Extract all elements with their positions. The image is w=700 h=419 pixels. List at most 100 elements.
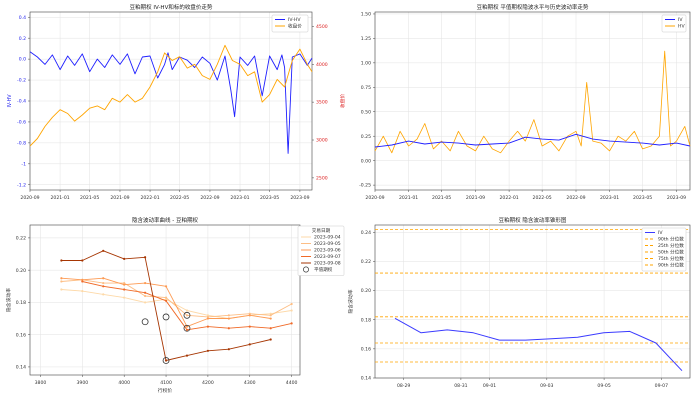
smile-point [60, 259, 63, 262]
smile-point [185, 314, 189, 317]
x-tick-label: 4100 [160, 380, 172, 386]
x-tick-label: 09-01 [483, 383, 496, 389]
legend-swatch [303, 266, 309, 273]
smile-point [164, 359, 168, 362]
y-tick-label: -1 [21, 161, 26, 167]
x-tick-label: 2021-01 [50, 195, 69, 201]
y-axis-label: 隐含波动率 [5, 288, 12, 312]
smile-line-2023-09-05 [61, 279, 292, 318]
legend-entry: 90th 分位数 [658, 236, 684, 243]
smile-point [144, 291, 147, 294]
y2-tick-label: 4000 [316, 62, 328, 68]
smile-point [206, 349, 210, 352]
x-tick-label: 3800 [35, 380, 47, 386]
atm-marker [183, 324, 191, 332]
y-tick-label: 1.00 [361, 60, 371, 66]
y-axis-label: 隐含波动率 [347, 289, 354, 313]
x-tick-label: 2022-01 [140, 195, 159, 201]
smile-point [102, 285, 105, 288]
x-tick-label: 2023-09 [290, 195, 309, 201]
smile-point [185, 309, 189, 312]
smile-point [144, 301, 147, 304]
x-tick-label: 4300 [244, 380, 256, 386]
chart-title-0: 豆粕期权 IV-HV和标的收盘价走势 [130, 3, 213, 11]
smile-point [248, 325, 251, 328]
x-tick-label: 08-31 [454, 383, 467, 389]
smile-point [81, 290, 84, 293]
x-tick-label: 2023-05 [260, 195, 279, 201]
smile-point [269, 327, 272, 330]
smile-point [81, 280, 84, 283]
y2-tick-label: 2500 [316, 175, 328, 181]
y-tick-label: 0.0 [19, 57, 26, 63]
x-tick-label: 2022-05 [533, 195, 552, 201]
series-line-iv [394, 317, 683, 372]
y-tick-label: 0.16 [16, 332, 26, 338]
y-tick-label: 0.24 [361, 230, 371, 236]
smile-point [102, 293, 105, 296]
legend-entry: 2023-09-06 [314, 248, 341, 254]
x-tick-label: 3900 [76, 380, 88, 386]
legend-entry: 2023-09-05 [314, 241, 341, 247]
x-tick-label: 2021-05 [432, 195, 451, 201]
smile-point [123, 281, 126, 285]
x-tick-label: 2023-05 [633, 195, 652, 201]
legend-entry: 2023-09-08 [314, 261, 341, 267]
y-tick-label: -0.4 [17, 99, 26, 105]
x-tick-label: 08-29 [397, 383, 410, 389]
x-tick-label: 2023-01 [230, 195, 249, 201]
y-axis-label: IV-HV [7, 94, 13, 108]
smile-point [206, 325, 210, 328]
series-line-iv [374, 133, 691, 148]
y-tick-label: 0.18 [16, 300, 26, 306]
plot-frame-2 [29, 224, 301, 376]
y-tick-label: 0.20 [16, 268, 26, 274]
legend-entry: 75th 分位数 [658, 255, 684, 262]
smile-point [102, 249, 105, 252]
smile-line-2023-09-04 [61, 289, 292, 319]
smile-point [227, 317, 230, 320]
y-tick-label: 0.14 [361, 376, 371, 382]
y-tick-label: 0.25 [361, 134, 371, 140]
smile-point [248, 343, 251, 346]
y-tick-label: -0.25 [359, 183, 371, 189]
legend-entry: 平值期权 [314, 266, 333, 273]
x-tick-label: 09-03 [540, 383, 553, 389]
smile-point [102, 277, 105, 280]
y-tick-label: 0.2 [19, 36, 26, 42]
x-tick-label: 2021-09 [110, 195, 129, 201]
smile-point [290, 309, 293, 312]
y-tick-label: 0.14 [16, 365, 26, 371]
plot-frame-1 [374, 11, 691, 191]
y-tick-label: 0.22 [16, 236, 26, 242]
legend-entry: 50th 分位数 [658, 249, 684, 256]
y2-tick-label: 4500 [316, 24, 328, 30]
x-tick-label: 2021-05 [80, 195, 99, 201]
x-tick-label: 09-05 [597, 383, 610, 389]
y-tick-label: 0.18 [361, 317, 371, 323]
smile-point [60, 288, 63, 291]
y2-tick-label: 3500 [316, 100, 328, 106]
legend-title: 交易日期 [312, 227, 331, 234]
smile-point [185, 328, 189, 331]
x-tick-label: 4000 [118, 380, 130, 386]
atm-marker [162, 357, 170, 364]
x-tick-label: 2022-09 [200, 195, 219, 201]
smile-point [290, 302, 293, 306]
chart-title-3: 豆粕期权 隐含波动率锥形图 [499, 216, 567, 224]
x-tick-label: 2022-09 [566, 195, 585, 201]
smile-point [144, 294, 147, 298]
smile-point [227, 314, 230, 317]
y-tick-label: -0.6 [17, 120, 26, 126]
smile-point [227, 348, 230, 351]
smile-point [123, 296, 126, 299]
smile-point [81, 259, 84, 262]
x-tick-label: 2021-01 [399, 195, 418, 201]
legend-entry: 收盘价 [288, 23, 302, 30]
legend-entry: 25th 分位数 [658, 242, 684, 249]
plot-frame-0 [29, 11, 313, 191]
x-tick-label: 09-07 [655, 383, 668, 389]
series-line-hv [374, 50, 691, 154]
x-tick-label: 2020-09 [20, 195, 39, 201]
